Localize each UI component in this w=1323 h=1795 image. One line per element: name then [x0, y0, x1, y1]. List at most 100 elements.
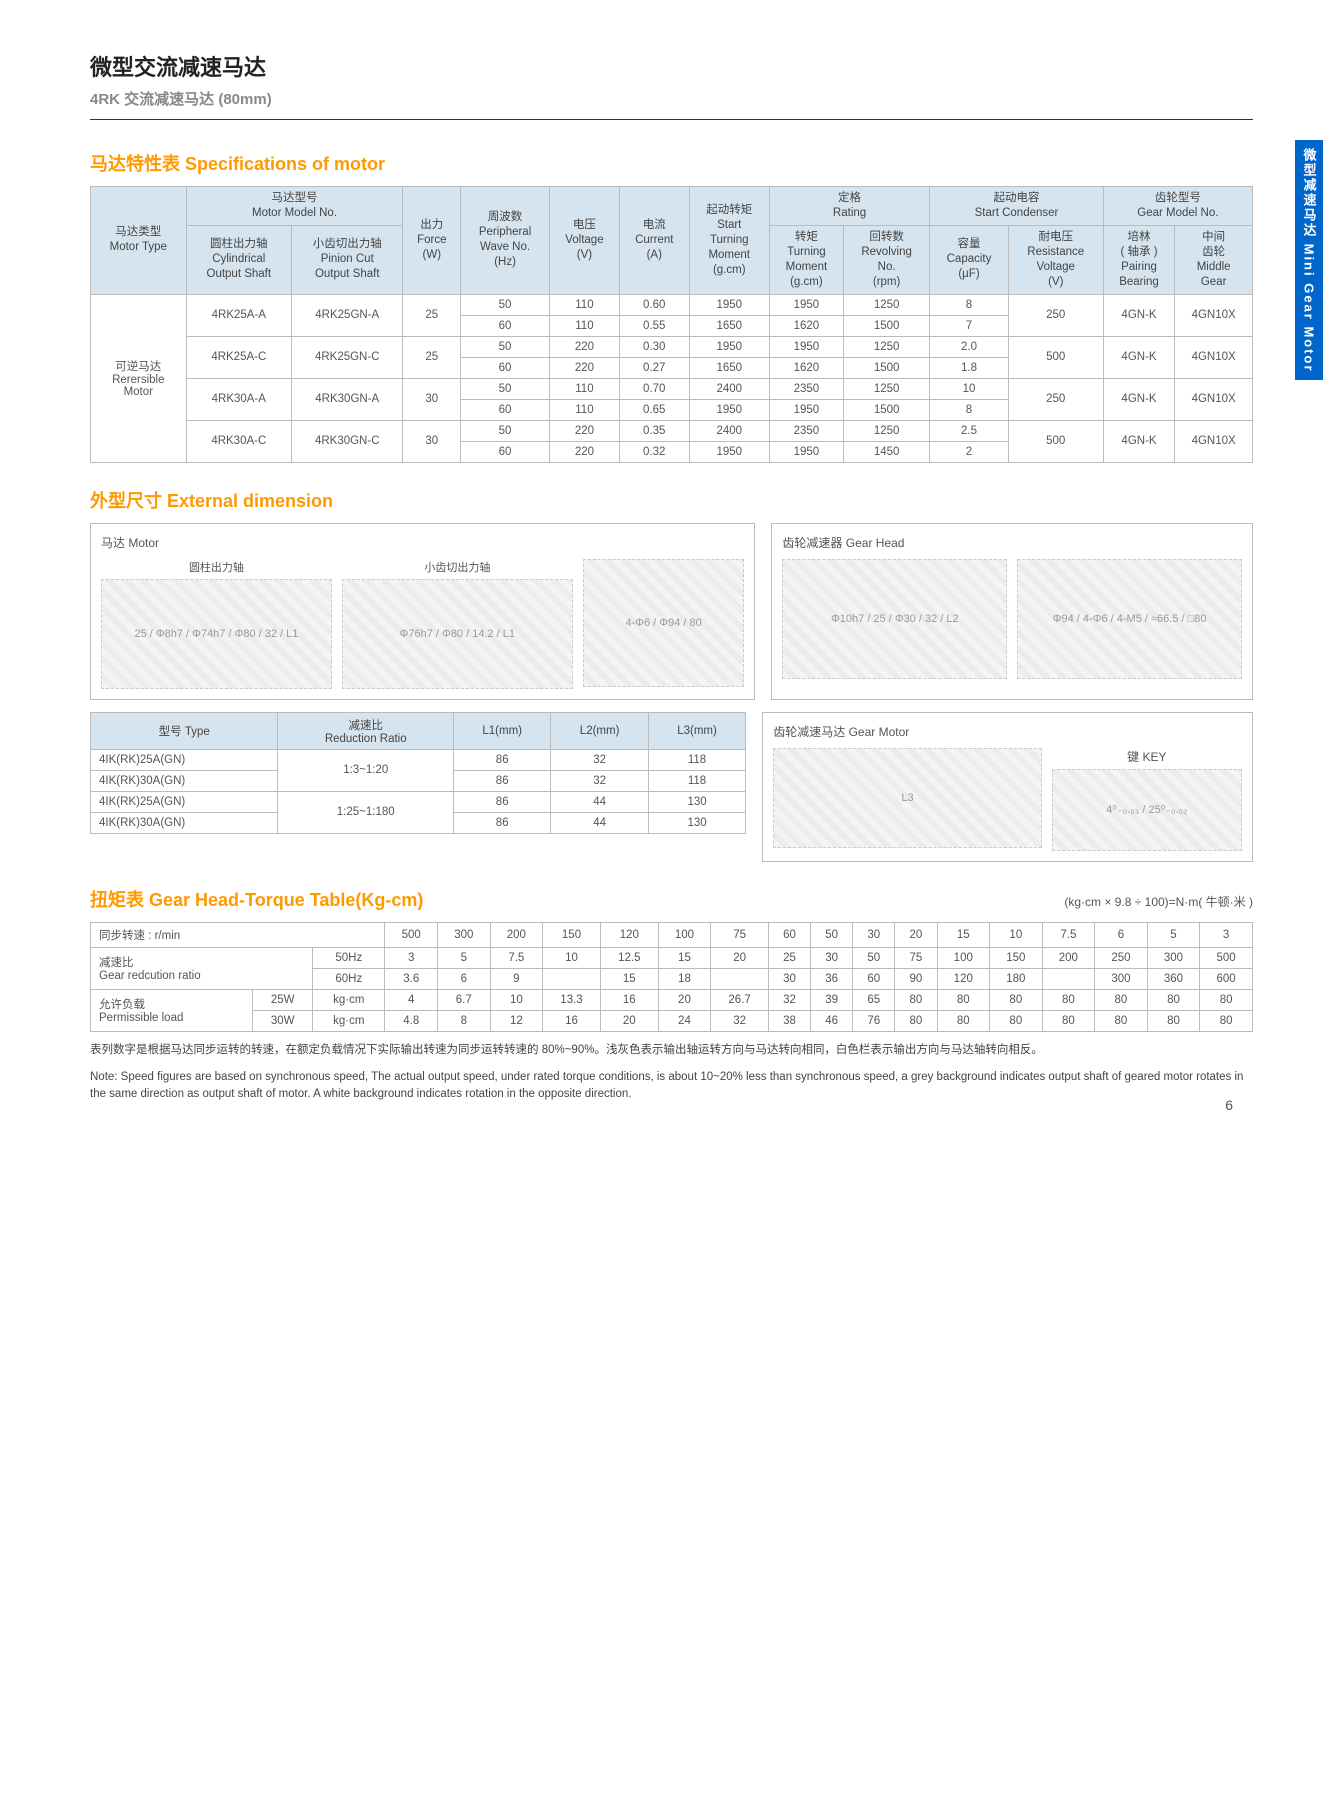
td-val: 76 — [853, 1010, 895, 1031]
td-val: 80 — [1042, 989, 1095, 1010]
td-val: 3 — [385, 947, 438, 968]
td-val: 360 — [1147, 968, 1200, 989]
td-hz: 50 — [461, 336, 550, 357]
td-val: 15 — [600, 968, 658, 989]
td-val: 15 — [937, 922, 990, 947]
td-cap: 8 — [930, 399, 1008, 420]
td-val: 75 — [895, 947, 937, 968]
td-m2: 4RK30GN-A — [292, 378, 403, 420]
td-val: 4.8 — [385, 1010, 438, 1031]
spec-row: 可逆马达RerersibleMotor4RK25A-A4RK25GN-A2550… — [91, 294, 1253, 315]
td-val: 36 — [811, 968, 853, 989]
td-tm: 1950 — [769, 441, 843, 462]
td-val: 200 — [490, 922, 543, 947]
td-pair: 4GN-K — [1103, 420, 1175, 462]
td-val: 8 — [438, 1010, 491, 1031]
td-val: 80 — [895, 1010, 937, 1031]
td-hz: 60 — [461, 441, 550, 462]
td-w: 30 — [403, 378, 461, 420]
td-pair: 4GN-K — [1103, 378, 1175, 420]
td-val: 24 — [658, 1010, 711, 1031]
td-pair: 4GN-K — [1103, 336, 1175, 378]
td-st: 1950 — [689, 441, 769, 462]
th-dim-l2: L2(mm) — [551, 712, 648, 749]
td-25u: kg·cm — [313, 989, 385, 1010]
td-val — [1042, 968, 1095, 989]
td-val: 38 — [769, 1010, 811, 1031]
td-dim-type: 4IK(RK)30A(GN) — [91, 770, 278, 791]
td-val: 5 — [438, 947, 491, 968]
th-current: 电流Current(A) — [619, 187, 689, 295]
dim-key-label: 键 KEY — [1052, 748, 1242, 765]
td-st: 1950 — [689, 336, 769, 357]
td-val: 150 — [990, 947, 1043, 968]
td-val: 10 — [543, 947, 601, 968]
td-val: 20 — [711, 947, 769, 968]
td-cap: 7 — [930, 315, 1008, 336]
th-wave: 周波数PeripheralWave No.(Hz) — [461, 187, 550, 295]
td-res: 250 — [1008, 378, 1103, 420]
th-dim-type: 型号 Type — [91, 712, 278, 749]
dim-row: 4IK(RK)25A(GN)1:3~1:208632118 — [91, 749, 746, 770]
td-val: 18 — [658, 968, 711, 989]
td-val: 20 — [600, 1010, 658, 1031]
td-mid: 4GN10X — [1175, 420, 1253, 462]
td-load-label: 允许负载Permissible load — [91, 989, 253, 1031]
td-cap: 2 — [930, 441, 1008, 462]
td-st: 1950 — [689, 294, 769, 315]
td-val — [543, 968, 601, 989]
torque-row-25w: 允许负载Permissible load25Wkg·cm46.71013.316… — [91, 989, 1253, 1010]
td-a: 0.65 — [619, 399, 689, 420]
td-val: 30 — [769, 968, 811, 989]
td-val: 15 — [658, 947, 711, 968]
td-hz: 60 — [461, 315, 550, 336]
dim-motor-cyl-drawing: 25 / Φ8h7 / Φ74h7 / Φ80 / 32 / L1 — [101, 579, 332, 689]
td-25w: 25W — [253, 989, 313, 1010]
th-voltage: 电压Voltage(V) — [550, 187, 620, 295]
dim-motor-box: 马达 Motor 圆柱出力轴 25 / Φ8h7 / Φ74h7 / Φ80 /… — [90, 523, 755, 700]
td-cap: 2.0 — [930, 336, 1008, 357]
td-mid: 4GN10X — [1175, 336, 1253, 378]
td-dim-ratio: 1:25~1:180 — [278, 791, 454, 833]
th-res: 耐电压ResistanceVoltage(V) — [1008, 225, 1103, 294]
td-val: 32 — [769, 989, 811, 1010]
td-a: 0.55 — [619, 315, 689, 336]
th-motor-type: 马达类型Motor Type — [91, 187, 187, 295]
td-val: 25 — [769, 947, 811, 968]
dim-gearmotor-drawing: L3 — [773, 748, 1041, 848]
td-m2: 4RK25GN-C — [292, 336, 403, 378]
td-a: 0.30 — [619, 336, 689, 357]
td-v: 110 — [550, 315, 620, 336]
td-val: 80 — [1200, 1010, 1253, 1031]
dim-gearhead-label: 齿轮减速器 Gear Head — [782, 534, 1242, 551]
td-m1: 4RK30A-C — [186, 420, 291, 462]
td-val: 30 — [811, 947, 853, 968]
td-val: 3.6 — [385, 968, 438, 989]
td-val: 90 — [895, 968, 937, 989]
td-dim-l1: 86 — [454, 749, 551, 770]
td-st: 1650 — [689, 315, 769, 336]
td-m2: 4RK25GN-A — [292, 294, 403, 336]
td-mid: 4GN10X — [1175, 294, 1253, 336]
td-res: 250 — [1008, 294, 1103, 336]
td-dim-l3: 130 — [648, 791, 745, 812]
td-val: 80 — [937, 1010, 990, 1031]
td-val: 80 — [1042, 1010, 1095, 1031]
th-dim-ratio: 减速比Reduction Ratio — [278, 712, 454, 749]
td-ratio-label: 减速比Gear redcution ratio — [91, 947, 313, 989]
td-val: 20 — [895, 922, 937, 947]
th-dim-l3: L3(mm) — [648, 712, 745, 749]
td-val: 7.5 — [1042, 922, 1095, 947]
td-30w: 30W — [253, 1010, 313, 1031]
td-val: 16 — [543, 1010, 601, 1031]
dim-motor-front-drawing: 4-Φ6 / Φ94 / 80 — [583, 559, 745, 687]
td-st: 1650 — [689, 357, 769, 378]
td-val: 80 — [1095, 989, 1148, 1010]
td-val: 4 — [385, 989, 438, 1010]
td-val: 80 — [1147, 1010, 1200, 1031]
td-val: 80 — [937, 989, 990, 1010]
torque-row-30w: 30Wkg·cm4.881216202432384676808080808080… — [91, 1010, 1253, 1031]
section-dim-title: 外型尺寸 External dimension — [90, 487, 1253, 513]
td-val: 6.7 — [438, 989, 491, 1010]
td-dim-l2: 44 — [551, 812, 648, 833]
